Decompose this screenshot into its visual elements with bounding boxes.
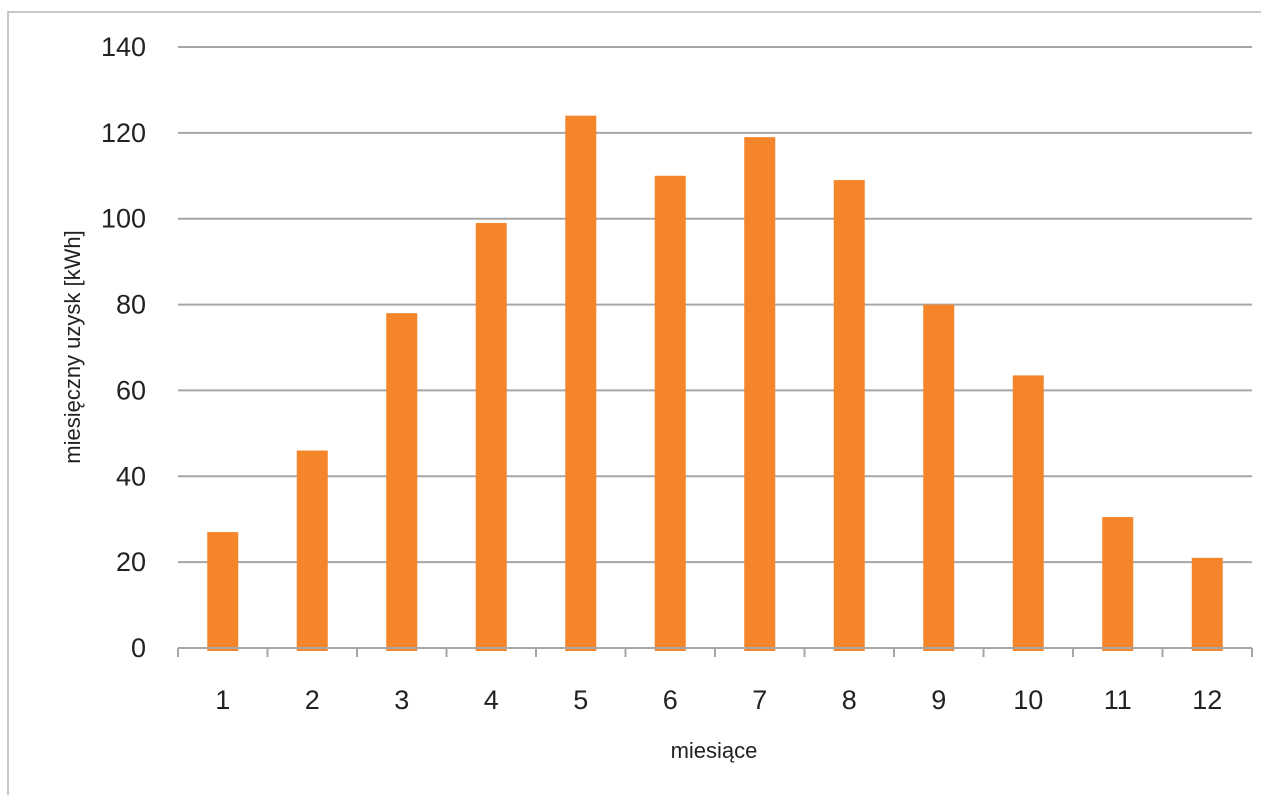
x-tick-label: 5 bbox=[573, 685, 588, 715]
y-tick-label: 80 bbox=[116, 290, 146, 320]
x-tick-labels: 1 2 3 4 5 6 7 8 9 10 11 12 bbox=[215, 685, 1222, 715]
bar bbox=[744, 137, 776, 651]
bar bbox=[565, 115, 597, 651]
x-tick-label: 6 bbox=[663, 685, 678, 715]
y-axis-title: miesięczny uzysk [kWh] bbox=[60, 230, 85, 464]
x-axis-title: miesiące bbox=[671, 738, 758, 763]
bar bbox=[296, 450, 328, 651]
bar bbox=[833, 180, 865, 652]
y-tick-labels: 0 20 40 60 80 100 120 140 bbox=[101, 32, 146, 663]
bar bbox=[654, 175, 686, 652]
y-tick-label: 20 bbox=[116, 547, 146, 577]
x-tick-label: 9 bbox=[931, 685, 946, 715]
bar bbox=[475, 223, 507, 651]
x-tick-label: 4 bbox=[484, 685, 499, 715]
bar bbox=[1102, 517, 1134, 651]
x-tick-label: 1 bbox=[215, 685, 230, 715]
chart-frame bbox=[7, 11, 1261, 795]
y-tick-label: 140 bbox=[101, 32, 146, 62]
x-tick-label: 2 bbox=[305, 685, 320, 715]
x-axis bbox=[177, 647, 1253, 657]
y-tick-label: 60 bbox=[116, 375, 146, 405]
y-tick-label: 40 bbox=[116, 461, 146, 491]
bar bbox=[1191, 557, 1223, 651]
x-tick-label: 3 bbox=[394, 685, 409, 715]
gridlines bbox=[178, 46, 1252, 564]
bar bbox=[923, 304, 955, 651]
bar bbox=[1012, 375, 1044, 651]
bar bbox=[207, 532, 239, 651]
x-tick-label: 8 bbox=[842, 685, 857, 715]
y-tick-label: 120 bbox=[101, 118, 146, 148]
bars bbox=[207, 115, 1223, 652]
x-tick-label: 7 bbox=[752, 685, 767, 715]
x-tick-label: 10 bbox=[1013, 685, 1043, 715]
x-tick-label: 11 bbox=[1104, 685, 1132, 715]
y-tick-label: 100 bbox=[101, 204, 146, 234]
bar bbox=[386, 313, 418, 651]
x-tick-label: 12 bbox=[1192, 685, 1222, 715]
y-tick-label: 0 bbox=[131, 633, 146, 663]
